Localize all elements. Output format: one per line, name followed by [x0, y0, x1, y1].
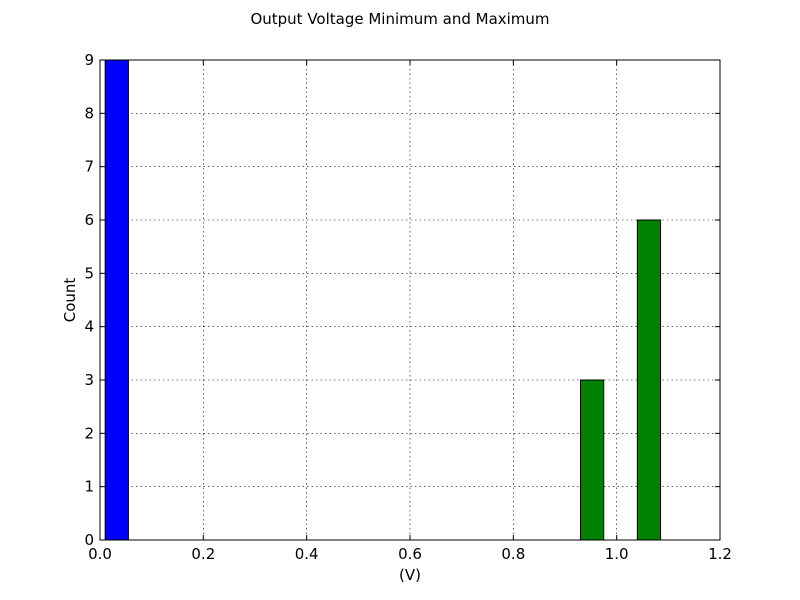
y-tick-label: 2: [84, 424, 94, 442]
y-tick-label: 1: [84, 478, 94, 496]
y-tick-label: 9: [84, 51, 94, 69]
x-tick-label: 0.2: [191, 545, 215, 563]
y-tick-label: 6: [84, 211, 94, 229]
grid-lines: [100, 60, 720, 540]
x-tick-label: 0.6: [398, 545, 422, 563]
y-tick-label: 4: [84, 318, 94, 336]
histogram-bar: [580, 379, 605, 541]
histogram-bar: [104, 59, 129, 541]
chart-title: Output Voltage Minimum and Maximum: [250, 10, 549, 28]
x-tick-label: 1.2: [708, 545, 732, 563]
y-tick-label: 7: [84, 158, 94, 176]
y-tick-label: 3: [84, 371, 94, 389]
x-axis-ticks: 0.0 0.2 0.4 0.6 0.8 1.0 1.2: [88, 60, 732, 563]
y-tick-label: 5: [84, 264, 94, 282]
x-tick-label: 0.8: [501, 545, 525, 563]
x-tick-label: 0.0: [88, 545, 112, 563]
y-tick-label: 8: [84, 104, 94, 122]
histogram-bar: [636, 219, 662, 541]
y-tick-label: 0: [84, 531, 94, 549]
y-axis-label: Count: [61, 278, 79, 323]
y-axis-ticks: 0 1 2 3 4 5 6 7 8 9: [84, 51, 720, 549]
x-tick-label: 1.0: [605, 545, 629, 563]
x-axis-label: (V): [399, 566, 421, 584]
bars: [104, 59, 662, 541]
x-tick-label: 0.4: [295, 545, 319, 563]
